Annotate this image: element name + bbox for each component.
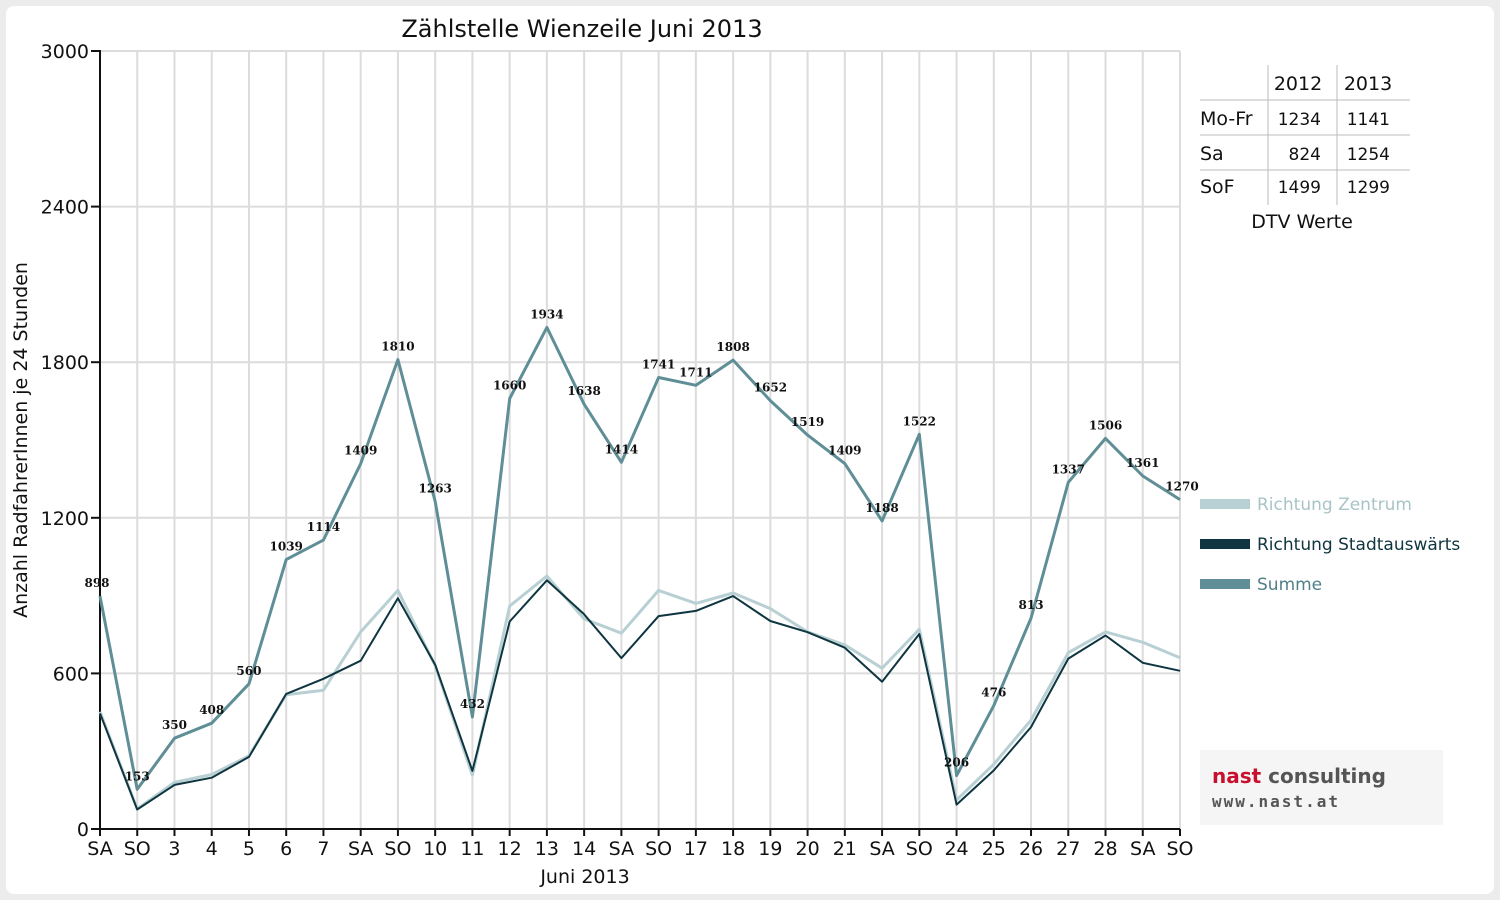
logo-name: nast consulting (1212, 764, 1386, 788)
nast-consulting-logo: nast consulting www.nast.at (1200, 750, 1443, 825)
dtv-header-2012: 2012 (1274, 73, 1322, 95)
legend-label: Summe (1257, 575, 1322, 595)
series-lines (98, 325, 1181, 811)
legend-label: Richtung Stadtauswärts (1257, 535, 1460, 555)
data-label: 1660 (493, 379, 526, 393)
dtv-row-label: SoF (1200, 176, 1235, 198)
data-label: 1270 (1165, 480, 1198, 494)
data-label: 1808 (716, 340, 749, 354)
data-label: 1652 (754, 381, 787, 395)
x-tick-label: 18 (721, 838, 745, 860)
legend-swatch (1200, 499, 1250, 509)
dtv-cell: 1254 (1347, 145, 1390, 165)
y-tick-label: 3000 (41, 41, 89, 63)
x-tick-label: 27 (1056, 838, 1080, 860)
y-tick-label: 600 (53, 663, 89, 685)
data-label: 408 (199, 703, 224, 717)
data-label: 1711 (679, 365, 712, 379)
dtv-cell: 1299 (1347, 178, 1390, 198)
data-label: 1741 (642, 358, 675, 372)
dtv-table: 2012 2013 Mo-Fr 1234 1141 Sa 824 1254 So… (1200, 65, 1410, 233)
x-tick-label: 26 (1019, 838, 1043, 860)
x-tick-label: SA (609, 838, 634, 860)
x-tick-label: SA (87, 838, 112, 860)
data-label: 206 (944, 756, 969, 770)
data-label: 1638 (567, 384, 600, 398)
dtv-caption: DTV Werte (1251, 211, 1353, 233)
y-tick-label: 1800 (41, 352, 89, 374)
legend-label: Richtung Zentrum (1257, 495, 1412, 515)
data-label: 153 (125, 769, 150, 783)
y-tick-label: 2400 (41, 197, 89, 219)
data-label: 898 (84, 576, 109, 590)
dtv-row-label: Sa (1200, 143, 1224, 165)
x-tick-label: SO (384, 838, 411, 860)
x-tick-label: 12 (498, 838, 522, 860)
data-label: 1519 (791, 415, 824, 429)
dtv-header-2013: 2013 (1344, 73, 1392, 95)
dtv-row-label: Mo-Fr (1200, 108, 1253, 130)
legend-swatch (1200, 579, 1250, 589)
x-tick-label: 13 (535, 838, 559, 860)
x-tick-label: 28 (1093, 838, 1117, 860)
x-tick-label: SA (348, 838, 373, 860)
x-tick-label: 25 (982, 838, 1006, 860)
x-tick-label: 10 (423, 838, 447, 860)
x-tick-label: 21 (833, 838, 857, 860)
data-label: 1506 (1089, 418, 1122, 432)
grid (100, 50, 1181, 829)
data-label: 432 (460, 697, 485, 711)
data-labels: 898 153 350 408 560 1039 1114 1409 1810 1263 432 16… (84, 307, 1198, 783)
x-tick-label: 3 (168, 838, 180, 860)
x-tick-label: 14 (572, 838, 596, 860)
data-label: 1934 (530, 307, 563, 321)
data-label: 813 (1019, 598, 1044, 612)
data-label: 350 (162, 718, 187, 732)
data-label: 1039 (270, 540, 303, 554)
data-label: 476 (981, 686, 1006, 700)
y-tick-label: 1200 (41, 508, 89, 530)
data-label: 1263 (418, 481, 451, 495)
x-tick-label: SO (645, 838, 672, 860)
x-tick-label: SO (906, 838, 933, 860)
data-label: 560 (236, 664, 261, 678)
x-tick-label: SA (869, 838, 894, 860)
data-label: 1188 (865, 501, 898, 515)
axes: 0 600 1200 1800 2400 3000 SA SO 3 4 5 6 7 SA SO 10 11 12 1… (41, 41, 1194, 860)
x-tick-label: SO (124, 838, 151, 860)
data-label: 1810 (381, 340, 414, 354)
legend: Richtung Zentrum Richtung Stadtauswärts Su… (1200, 495, 1460, 595)
dtv-cell: 1234 (1278, 110, 1321, 130)
data-label: 1409 (828, 444, 861, 458)
x-tick-label: 5 (243, 838, 255, 860)
series-line (98, 325, 1181, 791)
series-line (99, 579, 1181, 811)
x-tick-label: 11 (460, 838, 484, 860)
dtv-cell: 1499 (1278, 178, 1321, 198)
x-tick-label: SA (1130, 838, 1155, 860)
x-tick-label: 20 (795, 838, 819, 860)
x-tick-label: 4 (206, 838, 218, 860)
y-tick-label: 0 (77, 819, 89, 841)
data-label: 1361 (1126, 456, 1159, 470)
x-axis-label: Juni 2013 (539, 866, 629, 888)
x-tick-label: 24 (944, 838, 968, 860)
data-label: 1414 (605, 442, 638, 456)
x-tick-label: 6 (280, 838, 292, 860)
x-tick-label: 7 (317, 838, 329, 860)
data-label: 1409 (344, 444, 377, 458)
logo-url: www.nast.at (1212, 792, 1340, 811)
data-label: 1337 (1052, 462, 1085, 476)
x-tick-label: 19 (758, 838, 782, 860)
x-tick-label: 17 (684, 838, 708, 860)
data-label: 1114 (307, 520, 340, 534)
y-axis-label: Anzahl RadfahrerInnen je 24 Stunden (10, 262, 32, 618)
x-tick-label: SO (1166, 838, 1193, 860)
dtv-cell: 824 (1289, 145, 1321, 165)
legend-swatch (1200, 539, 1250, 549)
chart-title: Zählstelle Wienzeile Juni 2013 (401, 15, 762, 43)
dtv-cell: 1141 (1347, 110, 1390, 130)
data-label: 1522 (903, 414, 936, 428)
